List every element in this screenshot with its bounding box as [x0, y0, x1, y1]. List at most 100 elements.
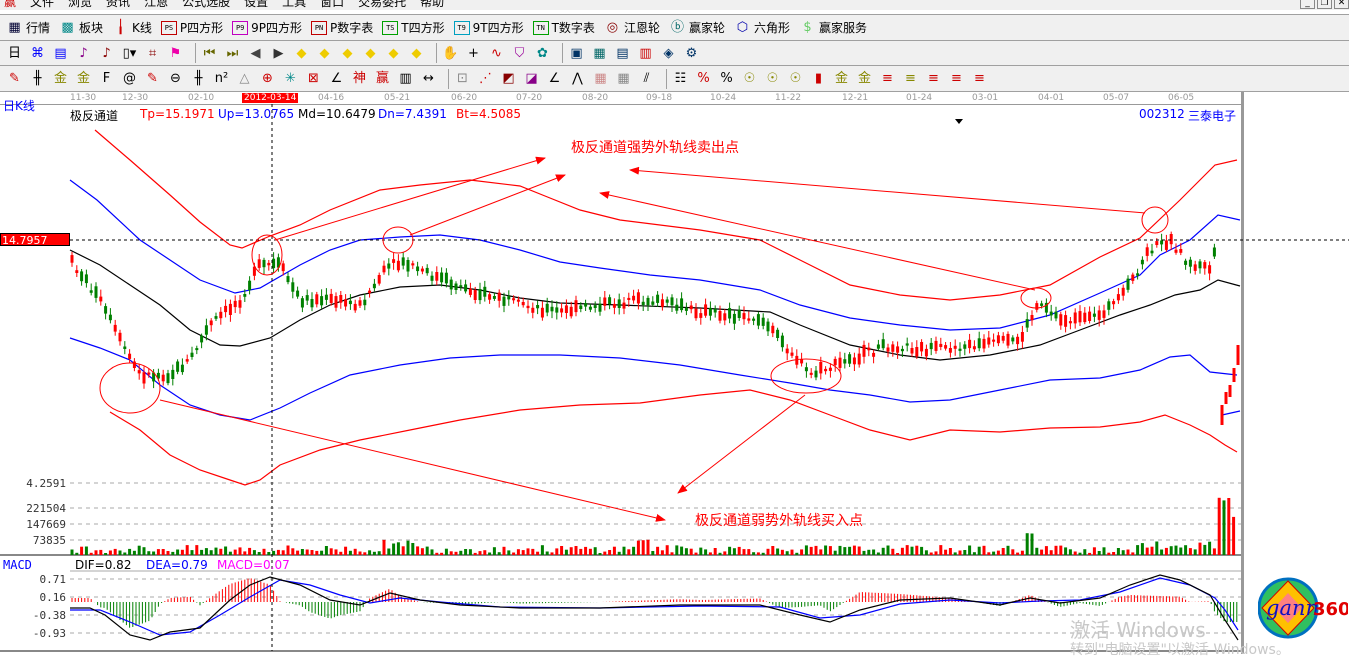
grid-red-icon[interactable]: ▦ [594, 71, 607, 86]
toolbar-t9-button[interactable]: T9 9T四方形 [453, 19, 524, 36]
gold-2-icon[interactable]: 金 [76, 71, 90, 86]
clipboard-icon[interactable]: ▤ [54, 45, 67, 61]
square-fan-icon[interactable]: ◩ [502, 71, 515, 86]
toolbar-pn-button[interactable]: PN P数字表 [311, 19, 373, 36]
fib3-icon[interactable]: ≡ [928, 71, 939, 86]
hand-icon[interactable]: ✋ [442, 45, 459, 61]
calculator-icon[interactable]: ▦ [593, 45, 606, 61]
fib-icon[interactable]: ≡ [882, 71, 893, 86]
network-icon[interactable]: ◈ [663, 45, 674, 61]
left-sign-icon[interactable]: ◆ [296, 45, 307, 61]
parallel-icon[interactable]: ╫ [33, 71, 42, 86]
settings-icon[interactable]: ⚙ [685, 45, 698, 61]
box-icon[interactable]: ⊡ [457, 71, 468, 86]
bar-icon[interactable]: ▮ [814, 71, 823, 86]
spiral-icon[interactable]: @ [123, 71, 136, 86]
menu-formula[interactable]: 公式选股 [182, 0, 231, 9]
save-icon[interactable]: ▥ [639, 45, 652, 61]
table-icon[interactable]: ☷ [674, 71, 687, 86]
ruler-icon[interactable]: ▥ [399, 71, 412, 86]
fib2-icon[interactable]: ≡ [905, 71, 916, 86]
menu-news[interactable]: 资讯 [106, 0, 131, 9]
grid-arrow-icon[interactable]: ▦ [617, 71, 630, 86]
marker-icon[interactable]: ✎ [9, 71, 20, 86]
measure-icon[interactable]: ↔ [423, 71, 434, 86]
slash-icon[interactable]: ⫽ [643, 71, 650, 86]
candle-type-icon[interactable]: ▯▾ [122, 45, 137, 61]
fan-icon[interactable]: ⋰ [479, 71, 492, 86]
toolbar-candles-button[interactable]: ╽ K线 [112, 19, 152, 36]
prev-icon[interactable]: ◀ [250, 45, 261, 61]
menu-file[interactable]: 文件 [30, 0, 55, 9]
square-web-icon[interactable]: ⊠ [308, 71, 319, 86]
toolbar-blocks-button[interactable]: ▩ 板块 [59, 19, 103, 36]
calendar-icon[interactable]: ▣ [570, 45, 583, 61]
toolbar-big-wheel-button[interactable]: ⓑ 赢家轮 [669, 19, 725, 36]
expand-sign-icon[interactable]: ◆ [411, 45, 422, 61]
zigzag-icon[interactable]: ⋀ [572, 71, 583, 86]
step3-icon[interactable]: ♪ [79, 45, 88, 61]
toolbar-tn-button[interactable]: TN T数字表 [532, 19, 595, 36]
angle-icon[interactable]: ∠ [330, 71, 343, 86]
fan-lines-icon[interactable]: ∠ [548, 71, 561, 86]
first-icon[interactable]: ⏮ [203, 45, 216, 61]
lines-icon[interactable]: ╫ [194, 71, 203, 86]
minimize-button[interactable]: _ [1300, 0, 1315, 9]
percent-icon[interactable]: % [720, 71, 733, 86]
gold-1-icon[interactable]: 金 [53, 71, 67, 86]
shen-icon[interactable]: 神 [352, 71, 366, 86]
line-tool-icon[interactable]: ∿ [491, 45, 502, 61]
menu-settings[interactable]: 设置 [244, 0, 269, 9]
square-fan2-icon[interactable]: ◪ [525, 71, 538, 86]
n2-icon[interactable]: n² [214, 71, 229, 86]
next-icon[interactable]: ▶ [273, 45, 284, 61]
percent-fan-icon[interactable]: % [697, 71, 710, 86]
fib5-icon[interactable]: ≡ [974, 71, 985, 86]
pattern-icon[interactable]: ⌘ [31, 45, 44, 61]
menu-trade[interactable]: 交易委托 [358, 0, 407, 9]
toolbar-p9-button[interactable]: P9 9P四方形 [232, 19, 302, 36]
right-sign-icon[interactable]: ◆ [319, 45, 330, 61]
coin-icon[interactable]: ☉ [743, 71, 756, 86]
fib4-icon[interactable]: ≡ [951, 71, 962, 86]
menu-help[interactable]: 帮助 [420, 0, 445, 9]
menu-window[interactable]: 窗口 [320, 0, 345, 9]
zoom-out-sign-icon[interactable]: ◆ [388, 45, 399, 61]
marker2-icon[interactable]: ✎ [147, 71, 158, 86]
ying-icon[interactable]: 赢 [375, 71, 389, 86]
coin2-icon[interactable]: ☉ [766, 71, 779, 86]
toolbar-gann-wheel-button[interactable]: ◎ 江恩轮 [604, 19, 660, 36]
gold3-icon[interactable]: 金 [834, 71, 848, 86]
candle-body [353, 303, 357, 311]
zoom-in-sign-icon[interactable]: ◆ [365, 45, 376, 61]
toolbar-ps-button[interactable]: PS P四方形 [160, 19, 223, 36]
stamp-icon[interactable]: ⌗ [148, 45, 157, 61]
toolbar-dollar-button[interactable]: $ 赢家服务 [799, 19, 867, 36]
last-icon[interactable]: ⏭ [226, 45, 239, 61]
web-icon[interactable]: ✳ [285, 71, 296, 86]
menu-tools[interactable]: 工具 [282, 0, 307, 9]
volume-bar [180, 549, 184, 555]
restore-button[interactable]: ❐ [1317, 0, 1332, 9]
menu-gann[interactable]: 江恩 [144, 0, 169, 9]
volume-bar [766, 548, 770, 555]
toolbar-hexagon-button[interactable]: ⬡ 六角形 [734, 19, 790, 36]
brain-icon[interactable]: ✿ [537, 45, 548, 61]
triangle-icon[interactable]: △ [239, 71, 250, 86]
toolbar-ts-button[interactable]: TS T四方形 [382, 19, 445, 36]
target-icon[interactable]: ⊕ [262, 71, 273, 86]
filter-icon[interactable]: ⛉ [514, 45, 525, 61]
notes-icon[interactable]: ▤ [616, 45, 629, 61]
gold4-icon[interactable]: 金 [857, 71, 871, 86]
h-sign-icon[interactable]: ◆ [342, 45, 353, 61]
step9-icon[interactable]: ♪ [102, 45, 111, 61]
circle-grid-icon[interactable]: ⊖ [170, 71, 181, 86]
crosshair-icon[interactable]: + [468, 45, 479, 61]
candle-body [809, 372, 813, 375]
f-icon[interactable]: F [102, 71, 111, 86]
menu-browse[interactable]: 浏览 [68, 0, 93, 9]
toolbar-grid-button[interactable]: ▦ 行情 [6, 19, 50, 36]
flag-icon[interactable]: ⚑ [169, 45, 182, 61]
coin3-icon[interactable]: ☉ [789, 71, 802, 86]
